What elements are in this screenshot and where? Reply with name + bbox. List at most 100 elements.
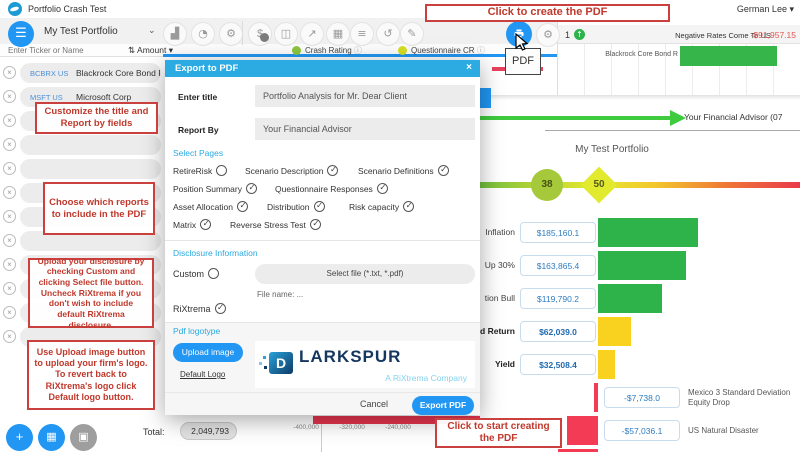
list-button[interactable]: ≡: [350, 22, 374, 46]
remove-holding-icon[interactable]: ×: [3, 306, 16, 319]
rebalance-button[interactable]: ▦: [38, 424, 65, 451]
pdf-button-tooltip: PDF: [505, 48, 541, 75]
checkbox-icon[interactable]: [403, 201, 415, 212]
scenario-row-value: -$7,738.0: [604, 387, 680, 408]
gauge-title: My Test Portfolio: [575, 144, 649, 155]
remove-holding-icon[interactable]: ×: [3, 210, 16, 223]
holding-name: Blackrock Core Bond R: [76, 68, 160, 78]
holding-row[interactable]: BCBRX US Blackrock Core Bond R: [20, 63, 161, 83]
export-pdf-button[interactable]: Export PDF: [412, 396, 474, 415]
search-input[interactable]: [8, 46, 118, 55]
user-menu[interactable]: German Lee ▾: [737, 4, 794, 15]
scenario-bar-partial: [558, 449, 598, 452]
page-checkbox-scenario-description[interactable]: Scenario Description: [245, 165, 339, 176]
page-checkbox-scenario-definitions[interactable]: Scenario Definitions: [358, 165, 449, 176]
select-file-button[interactable]: Select file (*.txt, *.pdf): [255, 264, 475, 284]
info-icon[interactable]: ⓘ: [476, 46, 485, 55]
annotation-upload-logo: Use Upload image button to upload your f…: [27, 340, 155, 410]
holding-row-empty[interactable]: [20, 135, 161, 155]
scenario-bar-negative: [593, 383, 598, 412]
settings-button[interactable]: ⚙: [219, 22, 243, 46]
scenario-list-row[interactable]: 1 ↑ Negative Rates Come To US -$91,957.1…: [558, 25, 800, 44]
enter-title-label: Enter title: [178, 92, 218, 102]
scenario-row-value: $119,790.2: [520, 288, 596, 309]
total-value: 2,049,793: [180, 422, 237, 440]
checkbox-icon[interactable]: [216, 165, 228, 176]
pdf-logotype-heading: Pdf logotype: [173, 326, 221, 336]
history-button[interactable]: ↺: [376, 22, 400, 46]
remove-holding-icon[interactable]: ×: [3, 282, 16, 295]
checkbox-icon[interactable]: [200, 219, 212, 230]
remove-holding-icon[interactable]: ×: [3, 330, 16, 343]
checkbox-icon[interactable]: [245, 183, 257, 194]
pie-chart-button[interactable]: ◔: [191, 22, 215, 46]
questionnaire-marker: 50: [580, 166, 618, 204]
remove-holding-icon[interactable]: ×: [3, 186, 16, 199]
cancel-button[interactable]: Cancel: [360, 399, 389, 409]
page-checkbox-retirerisk[interactable]: RetireRisk: [173, 165, 228, 176]
menu-button[interactable]: ☰: [8, 21, 34, 47]
section-divider: [165, 240, 480, 241]
remove-holding-icon[interactable]: ×: [3, 162, 16, 175]
checkbox-icon[interactable]: [437, 165, 449, 176]
page-checkbox-distribution[interactable]: Distribution: [267, 201, 325, 212]
columns-button[interactable]: ◫: [274, 22, 298, 46]
remove-holding-icon[interactable]: ×: [3, 90, 16, 103]
remove-holding-icon[interactable]: ×: [3, 114, 16, 127]
amount-sort-control[interactable]: ⇅ Amount ▾: [128, 45, 173, 56]
scenario-name: Negative Rates Come To US: [675, 31, 771, 40]
holding-ticker: BCBRX US: [30, 69, 69, 78]
dollar-badge: [260, 33, 269, 42]
bar-chart-button[interactable]: ▟: [163, 22, 187, 46]
checkbox-icon[interactable]: [237, 201, 249, 212]
remove-holding-icon[interactable]: ×: [3, 234, 16, 247]
select-pages-heading: Select Pages: [173, 148, 224, 158]
footer-divider: [165, 392, 480, 393]
remove-holding-icon[interactable]: ×: [3, 66, 16, 79]
crash-rating-marker: 38: [531, 169, 563, 201]
risk-gauge-track: [480, 182, 800, 188]
holding-row-empty[interactable]: [20, 231, 161, 251]
page-checkbox-reverse-stress-test[interactable]: Reverse Stress Test: [230, 219, 321, 230]
grid-button[interactable]: ▦: [326, 22, 350, 46]
position-impact-chart: Blackrock Core Bond R: [558, 44, 800, 95]
sort-icon: ⇅: [128, 46, 136, 56]
checkbox-icon[interactable]: [313, 201, 325, 212]
scenario-row-value: $185,160.1: [520, 222, 596, 243]
checkbox-icon[interactable]: [214, 303, 226, 314]
add-holding-button[interactable]: +: [6, 424, 33, 451]
report-by-input[interactable]: Your Financial Advisor: [255, 118, 475, 140]
rixtrema-disclosure-checkbox[interactable]: RiXtrema: [173, 303, 226, 314]
panel-divider: [557, 18, 558, 95]
checkbox-icon[interactable]: [376, 183, 388, 194]
export-pdf-modal: Export to PDF × Enter title Portfolio An…: [165, 60, 480, 415]
line-chart-button[interactable]: ↗: [300, 22, 324, 46]
page-checkbox-risk-capacity[interactable]: Risk capacity: [349, 201, 415, 212]
checkbox-icon[interactable]: [309, 219, 321, 230]
info-icon[interactable]: ⓘ: [353, 46, 362, 55]
background-chart-bar: [313, 416, 480, 424]
signature-button[interactable]: ✎: [400, 22, 424, 46]
page-checkbox-position-summary[interactable]: Position Summary: [173, 183, 257, 194]
default-logo-link[interactable]: Default Logo: [180, 370, 226, 379]
remove-holding-icon[interactable]: ×: [3, 258, 16, 271]
close-icon[interactable]: ×: [466, 62, 472, 73]
modal-header[interactable]: Export to PDF ×: [165, 60, 480, 77]
upload-image-button[interactable]: Upload image: [173, 343, 243, 362]
portfolio-chevron-icon[interactable]: ⌄: [148, 26, 156, 36]
checkbox-icon[interactable]: [208, 268, 220, 279]
portfolio-selector[interactable]: My Test Portfolio: [44, 26, 118, 37]
page-checkbox-asset-allocation[interactable]: Asset Allocation: [173, 201, 249, 212]
advisor-line: Your Financial Advisor (07: [684, 112, 783, 122]
holding-row-empty[interactable]: [20, 159, 161, 179]
pdf-settings-button[interactable]: ⚙: [536, 23, 560, 47]
page-checkbox-matrix[interactable]: Matrix: [173, 219, 212, 230]
scenario-value: -$91,957.15: [750, 30, 796, 40]
custom-disclosure-checkbox[interactable]: Custom: [173, 268, 220, 279]
page-checkbox-questionnaire-responses[interactable]: Questionnaire Responses: [275, 183, 388, 194]
checkbox-icon[interactable]: [327, 165, 339, 176]
save-button[interactable]: ▣: [70, 424, 97, 451]
remove-holding-icon[interactable]: ×: [3, 138, 16, 151]
title-input[interactable]: Portfolio Analysis for Mr. Dear Client: [255, 85, 475, 107]
